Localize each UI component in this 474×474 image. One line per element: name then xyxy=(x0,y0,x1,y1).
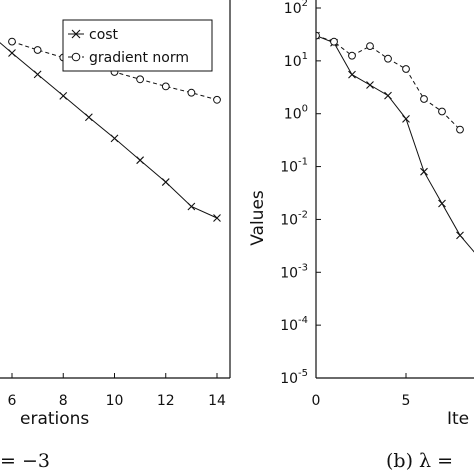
x-tick-label: 0 xyxy=(312,393,321,409)
panel-b-plot-area xyxy=(316,31,474,253)
data-point-cost xyxy=(213,214,221,222)
x-tick-label: 12 xyxy=(157,393,175,409)
y-tick-label: 10-4 xyxy=(280,315,308,334)
data-point-gradient-norm xyxy=(187,88,196,97)
data-point-gradient-norm xyxy=(161,82,170,91)
data-point-cost xyxy=(33,70,42,79)
panel-a-caption: = −3 xyxy=(0,450,50,472)
y-tick-label: 100 xyxy=(284,104,308,123)
x-tick-label: 10 xyxy=(106,393,124,409)
data-point-cost xyxy=(161,178,170,186)
data-point-gradient-norm xyxy=(136,75,145,84)
panel-a: 6 8 10 12 14 erations = −3 cost gradient nor… xyxy=(0,0,231,472)
data-point-cost xyxy=(420,167,428,176)
y-tick-label: 101 xyxy=(284,51,308,70)
panel-b-x-axis-label: Ite xyxy=(447,409,469,429)
y-tick-label: 10-5 xyxy=(280,368,308,387)
data-point-gradient-norm xyxy=(330,37,338,46)
data-point-cost xyxy=(110,134,119,143)
data-point-cost xyxy=(438,199,446,208)
x-tick-label: 5 xyxy=(402,393,411,409)
data-point-cost xyxy=(456,231,464,240)
legend-entry-gradient-norm: gradient norm xyxy=(68,50,189,66)
data-point-cost xyxy=(8,49,16,57)
y-tick-label: 102 xyxy=(284,0,308,17)
data-point-cost xyxy=(366,81,374,89)
data-point-gradient-norm xyxy=(8,37,16,46)
data-point-gradient-norm xyxy=(366,42,374,50)
data-point-gradient-norm xyxy=(420,95,428,103)
data-point-cost xyxy=(84,113,93,122)
panel-a-x-axis-label: erations xyxy=(20,409,89,429)
series-line-cost xyxy=(316,35,474,253)
y-tick-label: 10-3 xyxy=(280,262,308,281)
y-tick-label: 10-2 xyxy=(280,209,308,228)
x-tick-label: 6 xyxy=(8,393,17,409)
data-point-cost xyxy=(187,202,196,211)
data-point-cost xyxy=(384,91,392,100)
y-tick-label: 10-1 xyxy=(280,157,308,176)
data-point-cost xyxy=(59,91,68,100)
panel-b-y-ticks: 102 101 100 10-1 10-2 10-3 10-4 10-5 xyxy=(280,0,321,387)
data-point-cost xyxy=(348,70,356,79)
legend-marker-circle xyxy=(71,52,81,62)
panel-a-x-ticks: 6 8 10 12 14 xyxy=(8,373,226,409)
data-point-gradient-norm xyxy=(456,125,464,134)
data-point-gradient-norm xyxy=(213,95,221,104)
legend-marker-x xyxy=(71,29,81,39)
legend-box xyxy=(62,19,213,72)
x-tick-label: 14 xyxy=(208,393,226,409)
panel-b-caption: (b) λ = xyxy=(386,450,453,472)
data-point-gradient-norm xyxy=(438,107,446,116)
data-point-gradient-norm xyxy=(402,65,410,73)
data-point-gradient-norm xyxy=(384,54,392,63)
panel-b-y-axis-label: Values xyxy=(248,190,268,246)
data-point-cost xyxy=(402,114,410,123)
x-tick-label: 8 xyxy=(59,393,68,409)
legend-entry-cost: cost xyxy=(68,27,119,43)
data-point-gradient-norm xyxy=(348,51,356,60)
data-point-gradient-norm xyxy=(33,46,42,54)
legend: cost gradient norm xyxy=(62,19,213,72)
legend-label-gradient-norm: gradient norm xyxy=(89,50,189,66)
data-point-cost xyxy=(136,156,145,165)
legend-label-cost: cost xyxy=(89,27,119,43)
